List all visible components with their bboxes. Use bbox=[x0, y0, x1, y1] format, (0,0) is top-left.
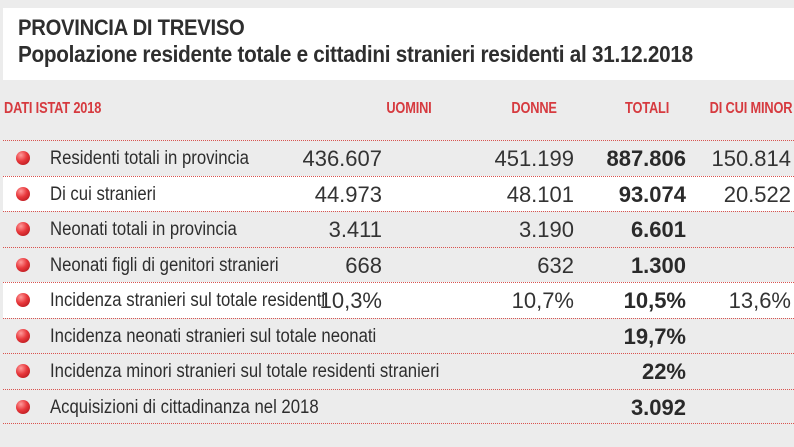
row-label: Neonati figli di genitori stranieri bbox=[50, 254, 279, 276]
cell-uomini: 3.411 bbox=[328, 217, 382, 242]
column-header-minori: DI CUI MINOR bbox=[709, 100, 792, 117]
cell-totali: 1.300 bbox=[630, 252, 686, 278]
red-sphere-bullet-icon bbox=[16, 222, 30, 236]
column-header-donne: DONNE bbox=[511, 100, 558, 117]
table-row: Incidenza minori stranieri sul totale re… bbox=[3, 353, 794, 389]
row-label: Incidenza stranieri sul totale residenti bbox=[50, 290, 326, 311]
cell-donne: 3.190 bbox=[518, 217, 574, 242]
cell-uomini: 44.973 bbox=[314, 181, 382, 207]
table-row: Residenti totali in provincia 436.607 451.… bbox=[3, 140, 794, 176]
cell-uomini: 668 bbox=[345, 252, 382, 278]
red-sphere-bullet-icon bbox=[16, 399, 30, 414]
row-label: Di cui stranieri bbox=[50, 183, 156, 205]
cell-donne: 632 bbox=[537, 252, 574, 278]
red-sphere-bullet-icon bbox=[16, 151, 30, 165]
table-row: Neonati figli di genitori stranieri 668 63… bbox=[3, 246, 794, 282]
red-sphere-bullet-icon bbox=[16, 328, 30, 343]
cell-totali: 93.074 bbox=[618, 181, 686, 207]
table-row: Di cui stranieri 44.973 48.101 93.074 20.522 bbox=[3, 175, 794, 211]
cell-totali: 10,5% bbox=[623, 288, 686, 313]
cell-minori: 150.814 bbox=[711, 146, 791, 171]
data-table: Residenti totali in provincia 436.607 451.… bbox=[3, 140, 794, 424]
red-sphere-bullet-icon bbox=[16, 293, 30, 307]
cell-donne: 48.101 bbox=[506, 181, 574, 207]
cell-totali: 22% bbox=[641, 359, 686, 384]
cell-totali: 3.092 bbox=[630, 394, 686, 420]
row-label: Incidenza minori stranieri sul totale re… bbox=[50, 361, 440, 382]
red-sphere-bullet-icon bbox=[16, 364, 30, 378]
table-header: DATI ISTAT 2018 UOMINI DONNE TOTALI DI C… bbox=[0, 100, 794, 124]
cell-donne: 451.199 bbox=[494, 146, 574, 171]
cell-totali: 6.601 bbox=[630, 217, 686, 242]
column-header-totali: TOTALI bbox=[624, 100, 669, 117]
row-label: Incidenza neonati stranieri sul totale n… bbox=[50, 325, 377, 347]
row-label: Residenti totali in provincia bbox=[50, 148, 249, 169]
table-row: Incidenza neonati stranieri sul totale n… bbox=[3, 317, 794, 353]
row-label: Acquisizioni di cittadinanza nel 2018 bbox=[50, 396, 319, 418]
column-header-uomini: UOMINI bbox=[386, 100, 432, 117]
cell-donne: 10,7% bbox=[511, 288, 574, 313]
title-box: PROVINCIA DI TREVISO Popolazione residen… bbox=[3, 8, 794, 80]
row-label: Neonati totali in provincia bbox=[50, 219, 237, 240]
cell-uomini: 436.607 bbox=[302, 146, 382, 171]
page-subtitle: Popolazione residente totale e cittadini… bbox=[18, 41, 693, 67]
table-row: Incidenza stranieri sul totale residenti… bbox=[3, 282, 794, 318]
page-title: PROVINCIA DI TREVISO bbox=[18, 15, 245, 40]
red-sphere-bullet-icon bbox=[16, 186, 30, 201]
cell-totali: 887.806 bbox=[606, 146, 686, 171]
cell-minori: 20.522 bbox=[723, 181, 791, 207]
table-row: Acquisizioni di cittadinanza nel 2018 3.0… bbox=[3, 388, 794, 424]
red-sphere-bullet-icon bbox=[16, 257, 30, 272]
cell-minori: 13,6% bbox=[728, 288, 791, 313]
cell-totali: 19,7% bbox=[623, 323, 686, 349]
table-row: Neonati totali in provincia 3.411 3.190 6.6… bbox=[3, 211, 794, 247]
cell-uomini: 10,3% bbox=[319, 288, 382, 313]
column-header-source: DATI ISTAT 2018 bbox=[4, 100, 102, 117]
